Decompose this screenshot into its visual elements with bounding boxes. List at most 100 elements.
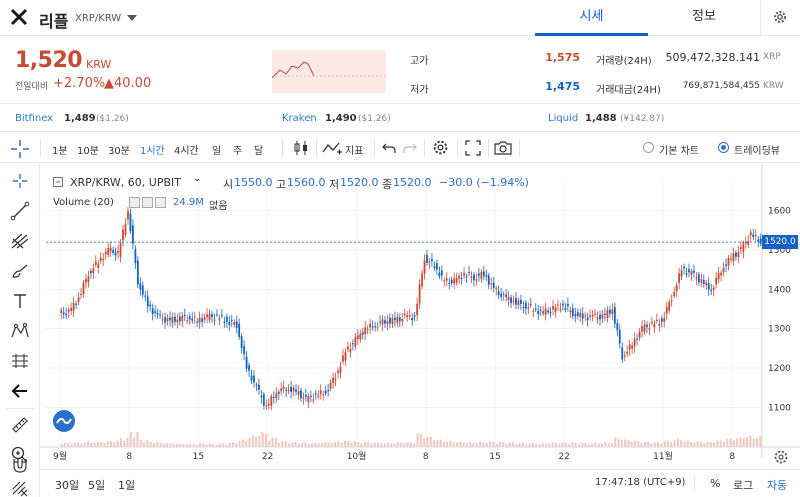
candle-body bbox=[601, 314, 604, 319]
close-small-icon[interactable] bbox=[155, 197, 166, 208]
redo-icon[interactable] bbox=[403, 141, 417, 155]
range-1d[interactable]: 1일 bbox=[118, 479, 136, 492]
candle-body bbox=[317, 395, 320, 397]
volume-bar bbox=[525, 443, 528, 447]
volume-bar bbox=[657, 442, 660, 447]
candle-body bbox=[287, 389, 290, 391]
volume-bar bbox=[284, 440, 287, 447]
log-toggle[interactable]: 로그 bbox=[733, 479, 754, 492]
candle-body bbox=[707, 283, 710, 290]
brush-icon[interactable] bbox=[10, 261, 30, 281]
candle-body bbox=[552, 306, 554, 310]
chart-bottom-bar: 30일 5일 1일 17:47:18 (UTC+9) % 로그 자동 bbox=[40, 469, 800, 497]
volume-bar bbox=[597, 443, 600, 447]
volume-bar bbox=[175, 444, 178, 447]
candle-body bbox=[524, 302, 527, 309]
volume-bar bbox=[330, 443, 333, 447]
price-chart[interactable]: 1100 1200 1300 1400 1500 1600 9월 8 15 22 10월 8 15 22… bbox=[40, 163, 800, 497]
camera-icon[interactable] bbox=[494, 140, 512, 156]
x-tick-label: 8 bbox=[729, 452, 735, 462]
chevron-down-icon[interactable]: ⌄ bbox=[193, 173, 202, 184]
candle-body bbox=[151, 308, 154, 315]
volume-bar bbox=[340, 442, 343, 447]
candle-body bbox=[186, 320, 189, 322]
timeframe-1m[interactable]: 1분 bbox=[52, 146, 68, 157]
volume-bar bbox=[297, 443, 300, 447]
candle-body bbox=[532, 310, 535, 312]
cursor-cross-icon[interactable] bbox=[10, 171, 30, 191]
indicator-button[interactable]: 지표 bbox=[345, 146, 364, 157]
volume-bar bbox=[320, 443, 323, 447]
volume-bar bbox=[208, 443, 211, 447]
settings-small-icon[interactable] bbox=[142, 197, 153, 208]
tradingview-label[interactable]: 트레이딩뷰 bbox=[734, 146, 780, 157]
timeframe-month[interactable]: 달 bbox=[254, 146, 264, 157]
volume-bar bbox=[274, 438, 277, 447]
range-5d[interactable]: 5일 bbox=[88, 479, 106, 492]
candle-body bbox=[312, 399, 315, 401]
pattern-icon[interactable] bbox=[10, 321, 30, 341]
tab-info[interactable]: 정보 bbox=[692, 9, 716, 24]
text-tool-icon[interactable] bbox=[10, 291, 30, 311]
fullscreen-icon[interactable] bbox=[465, 140, 481, 156]
volume-bar bbox=[123, 440, 126, 447]
exchange-name[interactable]: Bitfinex bbox=[15, 113, 54, 124]
volume-bar bbox=[93, 442, 96, 447]
candle-body bbox=[517, 300, 520, 306]
candle-body bbox=[435, 263, 438, 270]
volume-legend-label[interactable]: Volume (20) bbox=[53, 197, 114, 208]
chevron-down-icon[interactable] bbox=[127, 15, 137, 21]
undo-icon[interactable] bbox=[382, 141, 396, 155]
prediction-icon[interactable] bbox=[10, 351, 30, 371]
volume-bar bbox=[650, 443, 653, 447]
tab-market[interactable]: 시세 bbox=[535, 0, 648, 36]
arrow-back-icon[interactable] bbox=[10, 381, 30, 401]
auto-toggle[interactable]: 자동 bbox=[767, 479, 788, 492]
volume-bar bbox=[278, 443, 281, 447]
volume-bar bbox=[492, 441, 495, 447]
chart-canvas[interactable]: 1100 1200 1300 1400 1500 1600 9월 8 15 22 10월 8 15 22… bbox=[40, 163, 800, 469]
candle-body bbox=[117, 251, 119, 253]
fib-tool-icon[interactable] bbox=[10, 231, 30, 251]
timeframe-4h[interactable]: 4시간 bbox=[174, 146, 199, 157]
remove-drawings-icon[interactable] bbox=[10, 479, 30, 497]
clock-time[interactable]: 17:47:18 (UTC+9) bbox=[595, 477, 686, 488]
timeframe-1h[interactable]: 1시간 bbox=[140, 146, 165, 157]
magnet-icon[interactable] bbox=[10, 455, 30, 475]
candle-body bbox=[89, 270, 92, 274]
candle-body bbox=[265, 405, 268, 407]
trend-line-icon[interactable] bbox=[10, 201, 30, 221]
indicator-icon[interactable] bbox=[322, 140, 342, 156]
radio-tradingview[interactable] bbox=[718, 142, 729, 153]
tradingview-logo-icon[interactable] bbox=[52, 409, 76, 433]
candle-body bbox=[164, 317, 166, 323]
crosshair-icon[interactable] bbox=[10, 139, 30, 159]
percent-toggle[interactable]: % bbox=[710, 477, 721, 490]
candle-body bbox=[431, 258, 433, 262]
basic-chart-label[interactable]: 기본 차트 bbox=[659, 146, 699, 157]
candle-body bbox=[478, 273, 480, 276]
settings-icon[interactable] bbox=[432, 139, 449, 156]
exchange-name[interactable]: Liquid bbox=[548, 113, 579, 124]
timeframe-day[interactable]: 일 bbox=[212, 146, 222, 157]
exchange-name[interactable]: Kraken bbox=[282, 113, 317, 124]
legend-symbol[interactable]: XRP/KRW, 60, UPBIT bbox=[70, 176, 181, 189]
candle-body bbox=[70, 308, 73, 311]
timeframe-10m[interactable]: 10분 bbox=[77, 146, 99, 157]
candle-body bbox=[154, 311, 157, 313]
ruler-icon[interactable] bbox=[10, 415, 30, 435]
candle-body bbox=[576, 312, 579, 316]
candle-body bbox=[114, 252, 117, 256]
volume-bar bbox=[706, 441, 709, 447]
collapse-legend-icon[interactable] bbox=[53, 177, 63, 187]
gear-icon[interactable] bbox=[772, 9, 788, 25]
chart-settings-icon[interactable] bbox=[773, 449, 789, 465]
volume-bar bbox=[482, 442, 485, 447]
candle-body bbox=[371, 326, 374, 328]
eye-icon[interactable] bbox=[129, 197, 140, 208]
radio-basic-chart[interactable] bbox=[643, 142, 654, 153]
timeframe-week[interactable]: 주 bbox=[233, 146, 243, 157]
range-30d[interactable]: 30일 bbox=[55, 479, 80, 492]
timeframe-30m[interactable]: 30분 bbox=[108, 146, 130, 157]
candle-type-icon[interactable] bbox=[293, 140, 309, 156]
